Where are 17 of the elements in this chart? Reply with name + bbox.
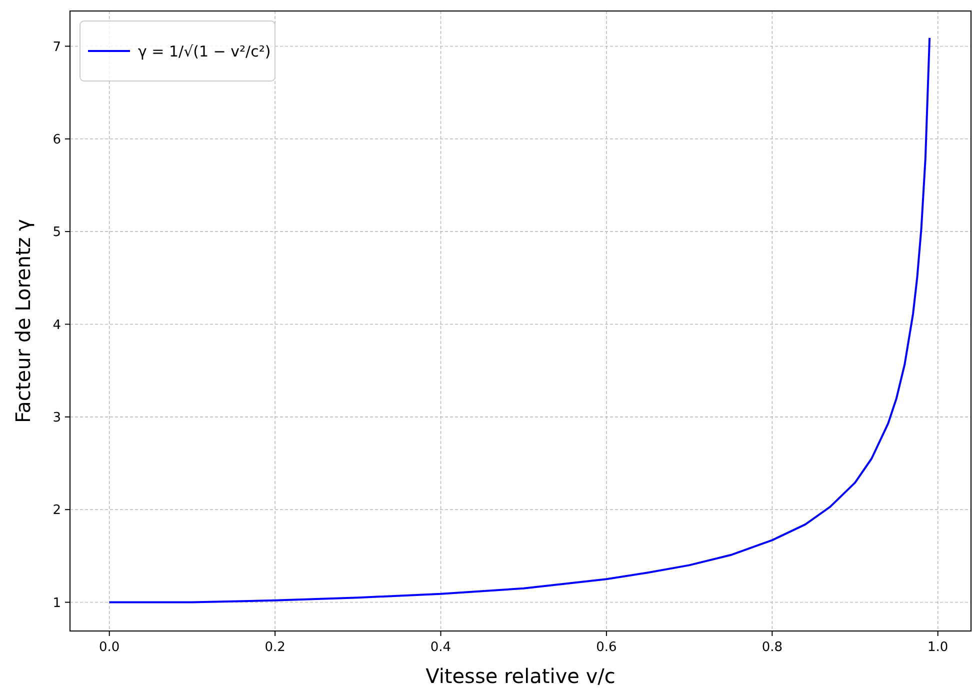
x-tick-label: 0.2 — [264, 640, 286, 655]
y-tick-label: 2 — [52, 503, 61, 518]
legend-label: γ = 1/√(1 − v²/c²) — [138, 42, 271, 60]
x-tick-label: 0.6 — [596, 640, 617, 655]
y-tick-label: 7 — [52, 40, 61, 55]
x-tick-label: 0.8 — [762, 640, 782, 655]
y-tick-label: 3 — [52, 410, 61, 426]
x-tick-label: 1.0 — [928, 640, 948, 655]
x-tick-label: 0.0 — [99, 640, 120, 655]
line-series — [108, 36, 931, 604]
y-tick-label: 1 — [52, 596, 61, 611]
x-tick-label: 0.4 — [430, 640, 452, 655]
y-tick-label: 4 — [52, 318, 61, 333]
x-axis-title: Vitesse relative v/c — [426, 664, 616, 688]
y-tick-label: 6 — [52, 132, 61, 148]
y-axis-title: Facteur de Lorentz γ — [11, 218, 35, 424]
y-tick-label: 5 — [52, 225, 61, 240]
